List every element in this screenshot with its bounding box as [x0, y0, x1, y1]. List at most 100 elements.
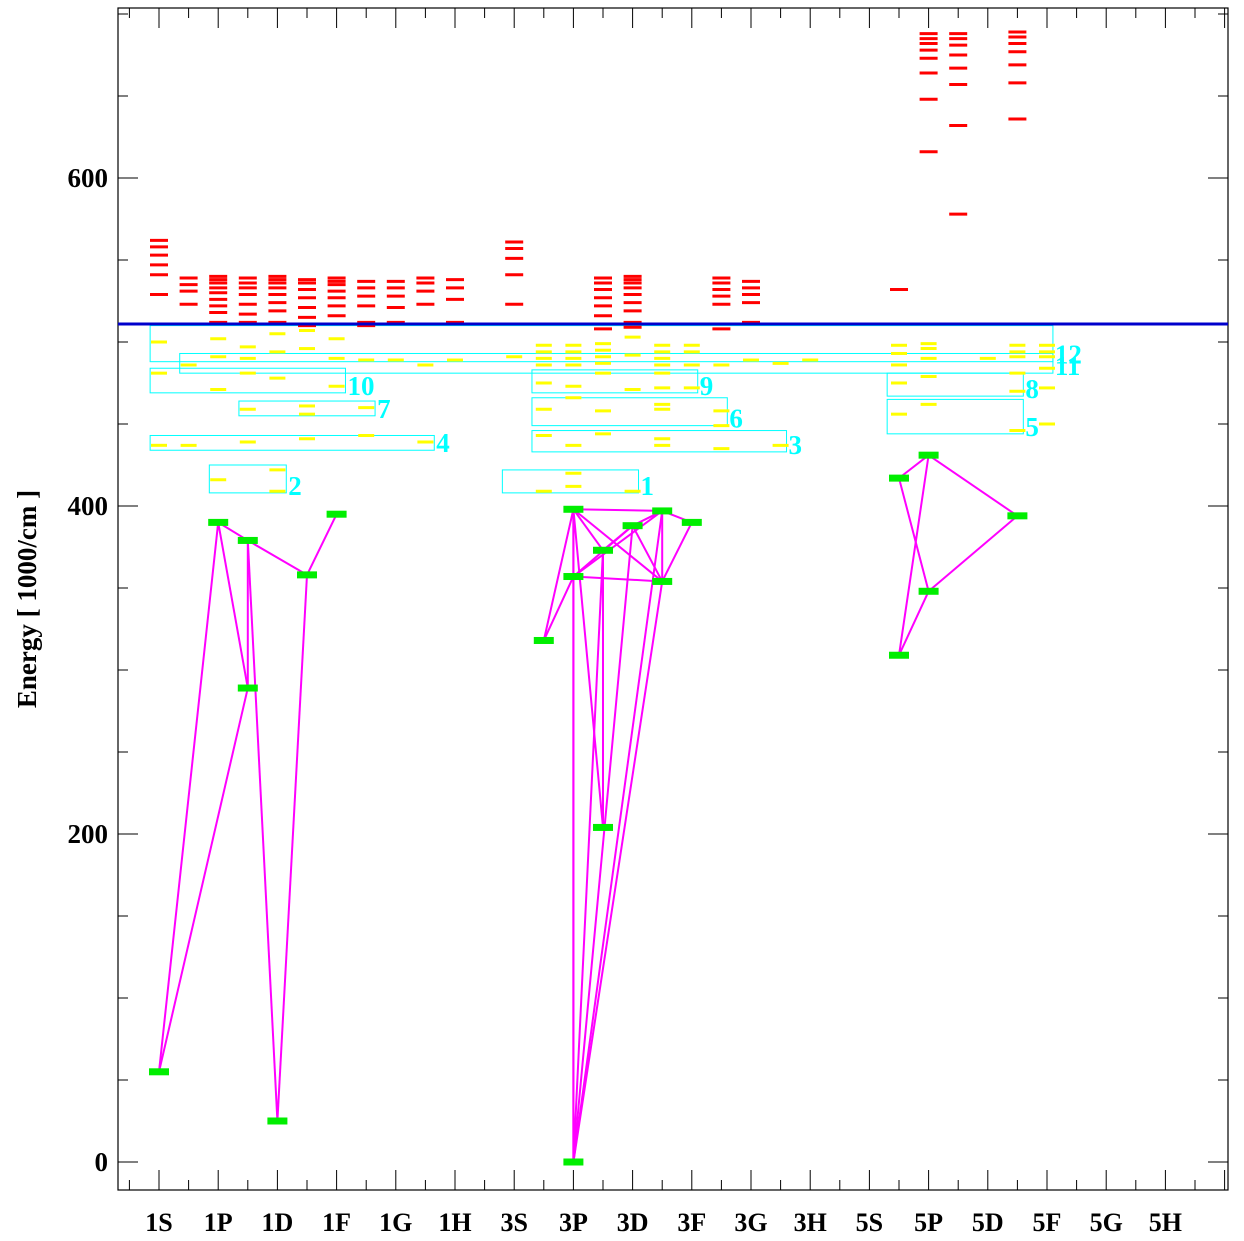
transition-line — [572, 510, 664, 1163]
group-box — [531, 397, 728, 427]
ground-level — [918, 587, 939, 595]
transition-line — [572, 510, 663, 578]
group-box — [208, 464, 287, 494]
group-box — [149, 367, 346, 394]
group-label: 3 — [789, 430, 803, 460]
group-label: 4 — [436, 428, 450, 458]
transition-line — [898, 477, 930, 592]
group-label: 7 — [377, 394, 391, 424]
group-box — [238, 400, 376, 417]
x-category-label: 5D — [972, 1208, 1004, 1237]
group-label: 6 — [729, 404, 743, 434]
transition-line — [572, 550, 604, 1163]
group-box — [531, 430, 788, 453]
x-category-label: 5G — [1090, 1208, 1123, 1237]
ground-level — [681, 518, 702, 526]
transition-line — [573, 575, 663, 583]
transition-line — [572, 581, 664, 1163]
y-axis-label: Energy [ 1000/cm ] — [12, 490, 42, 708]
ground-level — [889, 474, 909, 482]
transition-line — [898, 590, 930, 656]
ground-level — [593, 823, 613, 831]
ground-level — [563, 1158, 584, 1166]
group-label: 11 — [1055, 351, 1081, 381]
group-box — [179, 352, 1054, 374]
x-category-label: 5H — [1149, 1208, 1182, 1237]
transition-line — [158, 522, 220, 1072]
group-box — [501, 469, 640, 494]
group-label: 8 — [1025, 374, 1039, 404]
transition-line — [247, 539, 308, 576]
group-box — [531, 369, 699, 394]
ground-level — [208, 518, 229, 526]
y-tick-label: 600 — [68, 163, 109, 193]
ground-level — [149, 1068, 169, 1076]
transition-line — [542, 509, 575, 641]
x-category-label: 3H — [794, 1208, 827, 1237]
y-tick-label: 200 — [68, 819, 109, 849]
transition-line — [572, 509, 604, 828]
ground-level — [237, 684, 258, 692]
group-label: 10 — [347, 371, 374, 401]
transition-line — [631, 525, 664, 582]
transition-line — [572, 508, 604, 551]
x-category-label: 5F — [1033, 1208, 1062, 1237]
group-box — [149, 325, 1054, 363]
group-box — [886, 372, 1024, 397]
group-label: 5 — [1025, 412, 1039, 442]
transition-line — [572, 525, 634, 1163]
x-category-label: 5P — [914, 1208, 943, 1237]
transition-line — [602, 524, 634, 552]
transition-line — [928, 454, 1018, 517]
axes: 0 200 400 600 1S 1P 1D 1F 1G 1H 3S 3P 3D 3F 3G 3H 5S 5P 5D… — [68, 7, 1229, 1237]
group-label: 9 — [700, 371, 714, 401]
group-label: 1 — [641, 471, 655, 501]
x-category-label: 3G — [734, 1208, 767, 1237]
transition-line — [898, 454, 930, 479]
ground-level — [593, 546, 613, 554]
x-category-label: 3F — [677, 1208, 706, 1237]
ground-level — [622, 522, 643, 530]
transition-line — [542, 576, 575, 641]
transition-line — [572, 508, 663, 583]
group-label: 12 — [1055, 340, 1082, 370]
y-tick-label: 400 — [68, 491, 109, 521]
transition-line — [898, 455, 930, 656]
transition-line — [306, 513, 338, 576]
ground-level — [918, 451, 939, 459]
ground-level — [652, 507, 673, 515]
transition-lines — [158, 454, 1019, 1163]
x-category-label: 5S — [856, 1208, 883, 1237]
ground-level — [889, 651, 909, 659]
x-category-label: 3P — [559, 1208, 588, 1237]
continuum-levels — [150, 30, 1027, 331]
x-category-label: 1D — [262, 1208, 294, 1237]
transition-line — [158, 687, 249, 1073]
ground-level — [297, 571, 317, 579]
transition-line — [927, 515, 1019, 593]
x-category-label: 1H — [438, 1208, 471, 1237]
group-box — [886, 398, 1024, 435]
plot-frame — [117, 7, 1229, 1191]
transition-line — [573, 508, 663, 512]
ground-level — [563, 573, 584, 581]
ground-level — [326, 510, 347, 518]
y-tick-label: 0 — [95, 1147, 109, 1177]
bound-levels — [151, 329, 1055, 493]
ground-level — [533, 636, 554, 644]
group-box — [149, 434, 435, 451]
ground-level — [267, 1117, 288, 1125]
ground-level — [652, 577, 673, 585]
ground-levels — [149, 451, 1028, 1166]
x-category-label: 1G — [379, 1208, 412, 1237]
ground-level — [563, 505, 584, 513]
transition-line — [276, 574, 308, 1122]
x-category-label: 3S — [500, 1208, 527, 1237]
x-category-label: 1S — [145, 1208, 172, 1237]
transition-line — [217, 522, 249, 689]
transition-line — [661, 521, 693, 582]
group-label: 2 — [288, 471, 302, 501]
x-category-label: 1F — [322, 1208, 351, 1237]
